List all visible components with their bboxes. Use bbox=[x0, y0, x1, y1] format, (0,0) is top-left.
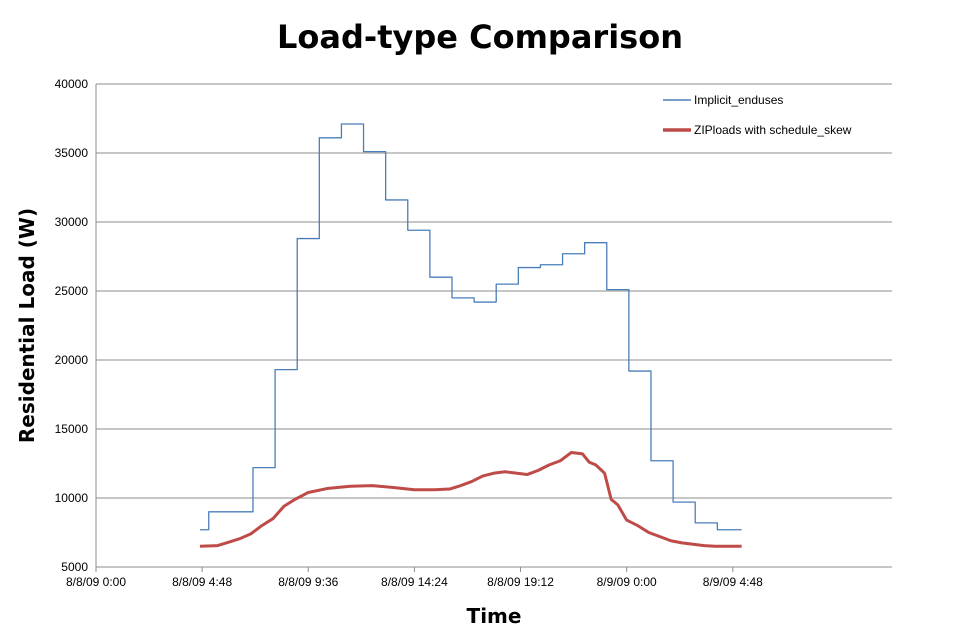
x-axis-title: Time bbox=[467, 604, 522, 628]
x-tick-label: 8/8/09 19:12 bbox=[487, 575, 554, 589]
chart-title: Load-type Comparison bbox=[277, 18, 683, 56]
y-tick-label: 40000 bbox=[55, 77, 89, 91]
series-line-implicit-enduses bbox=[199, 123, 742, 531]
y-tick-label: 20000 bbox=[55, 353, 89, 367]
series-line-ziploads bbox=[199, 450, 742, 548]
x-tick-label: 8/9/09 0:00 bbox=[597, 575, 657, 589]
legend-label: Implicit_enduses bbox=[694, 93, 783, 107]
y-axis-title: Residential Load (W) bbox=[15, 208, 39, 443]
y-tick-label: 10000 bbox=[55, 491, 89, 505]
y-tick-label: 15000 bbox=[55, 422, 89, 436]
x-tick-label: 8/8/09 4:48 bbox=[172, 575, 232, 589]
y-tick-label: 30000 bbox=[55, 215, 89, 229]
x-tick-label: 8/8/09 9:36 bbox=[278, 575, 338, 589]
y-tick-label: 5000 bbox=[61, 560, 88, 574]
y-tick-label: 25000 bbox=[55, 284, 89, 298]
x-tick-label: 8/9/09 4:48 bbox=[703, 575, 763, 589]
legend-label: ZIPloads with schedule_skew bbox=[694, 123, 852, 137]
x-tick-label: 8/8/09 14:24 bbox=[381, 575, 448, 589]
x-tick-label: 8/8/09 0:00 bbox=[66, 575, 126, 589]
y-tick-label: 35000 bbox=[55, 146, 89, 160]
